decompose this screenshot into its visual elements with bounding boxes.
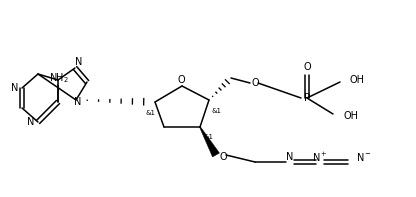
Text: O: O [251,78,259,88]
Text: P: P [304,93,310,103]
Polygon shape [200,127,220,157]
Text: OH: OH [350,75,365,85]
Text: O: O [219,152,227,162]
Text: N: N [286,152,294,162]
Text: &1: &1 [203,134,213,140]
Text: O: O [303,62,311,72]
Text: N: N [27,117,35,127]
Text: N: N [11,83,19,93]
Text: N: N [75,57,83,67]
Text: N$^+$: N$^+$ [312,151,328,164]
Text: N: N [74,97,82,107]
Text: O: O [177,75,185,85]
Text: &1: &1 [212,108,222,114]
Text: NH$_2$: NH$_2$ [49,71,69,85]
Text: N$^-$: N$^-$ [356,151,372,163]
Text: &1: &1 [145,110,155,116]
Text: OH: OH [343,111,358,121]
